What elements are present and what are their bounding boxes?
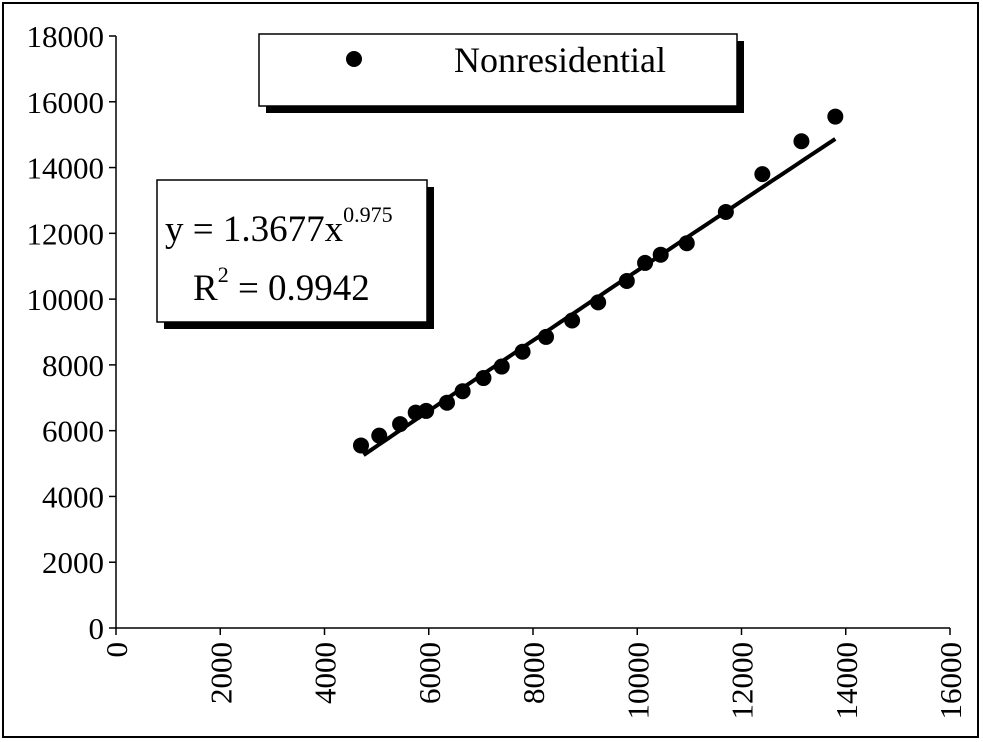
equation-frame: [156, 179, 428, 323]
r-squared: R2 = 0.9942: [193, 262, 370, 309]
y-tick-label: 12000: [27, 216, 105, 251]
x-tick-label: 4000: [308, 642, 343, 704]
equation-box: y = 1.3677x0.975 R2 = 0.9942: [156, 179, 434, 329]
data-point: [590, 294, 607, 311]
data-point: [717, 203, 734, 220]
data-points: [352, 108, 844, 454]
r-squared-exponent: 2: [218, 262, 229, 287]
data-point: [392, 416, 409, 433]
data-point: [418, 402, 435, 419]
trend-equation: y = 1.3677x0.975: [165, 202, 393, 250]
data-point: [793, 133, 810, 150]
data-point: [618, 273, 635, 290]
y-tick-label: 2000: [42, 545, 104, 580]
legend-label: Nonresidential: [454, 40, 666, 80]
data-point: [678, 235, 695, 252]
data-point: [754, 166, 771, 183]
equation-exponent: 0.975: [343, 202, 393, 227]
equation-main: y = 1.3677x: [165, 209, 344, 250]
data-point: [827, 108, 844, 125]
data-point: [352, 437, 369, 454]
y-tick-label: 14000: [27, 151, 105, 186]
x-tick-label: 10000: [620, 642, 655, 720]
x-tick-label: 0: [99, 642, 134, 658]
y-tick-label: 4000: [42, 479, 104, 514]
data-point: [637, 254, 654, 271]
x-tick-label: 14000: [829, 642, 864, 720]
data-point: [438, 394, 455, 411]
x-tick-label: 12000: [725, 642, 760, 720]
legend: Nonresidential: [258, 33, 744, 113]
data-point: [652, 246, 669, 263]
data-point: [493, 358, 510, 375]
y-tick-label: 6000: [42, 414, 104, 449]
x-tick-label: 6000: [412, 642, 447, 704]
y-tick-label: 16000: [27, 85, 105, 120]
data-point: [564, 312, 581, 329]
x-tick-label: 2000: [203, 642, 238, 704]
data-point: [371, 427, 388, 444]
r-squared-base: R: [193, 268, 218, 309]
y-tick-label: 18000: [27, 19, 105, 54]
y-tick-label: 8000: [42, 348, 104, 383]
x-tick-label: 16000: [933, 642, 968, 720]
legend-marker: [346, 51, 362, 67]
legend-box: [258, 33, 738, 107]
data-point: [538, 328, 555, 345]
r-squared-value: = 0.9942: [229, 268, 370, 309]
data-point: [475, 370, 492, 387]
y-tick-label: 10000: [27, 282, 105, 317]
data-point: [514, 343, 531, 360]
axis-ticks: 0 2000 4000 6000 8000 10000 12000 14000 16000 180…: [27, 19, 969, 720]
data-point: [454, 383, 471, 400]
axes: [115, 36, 950, 629]
x-tick-label: 8000: [516, 642, 551, 704]
y-tick-label: 0: [89, 611, 105, 646]
